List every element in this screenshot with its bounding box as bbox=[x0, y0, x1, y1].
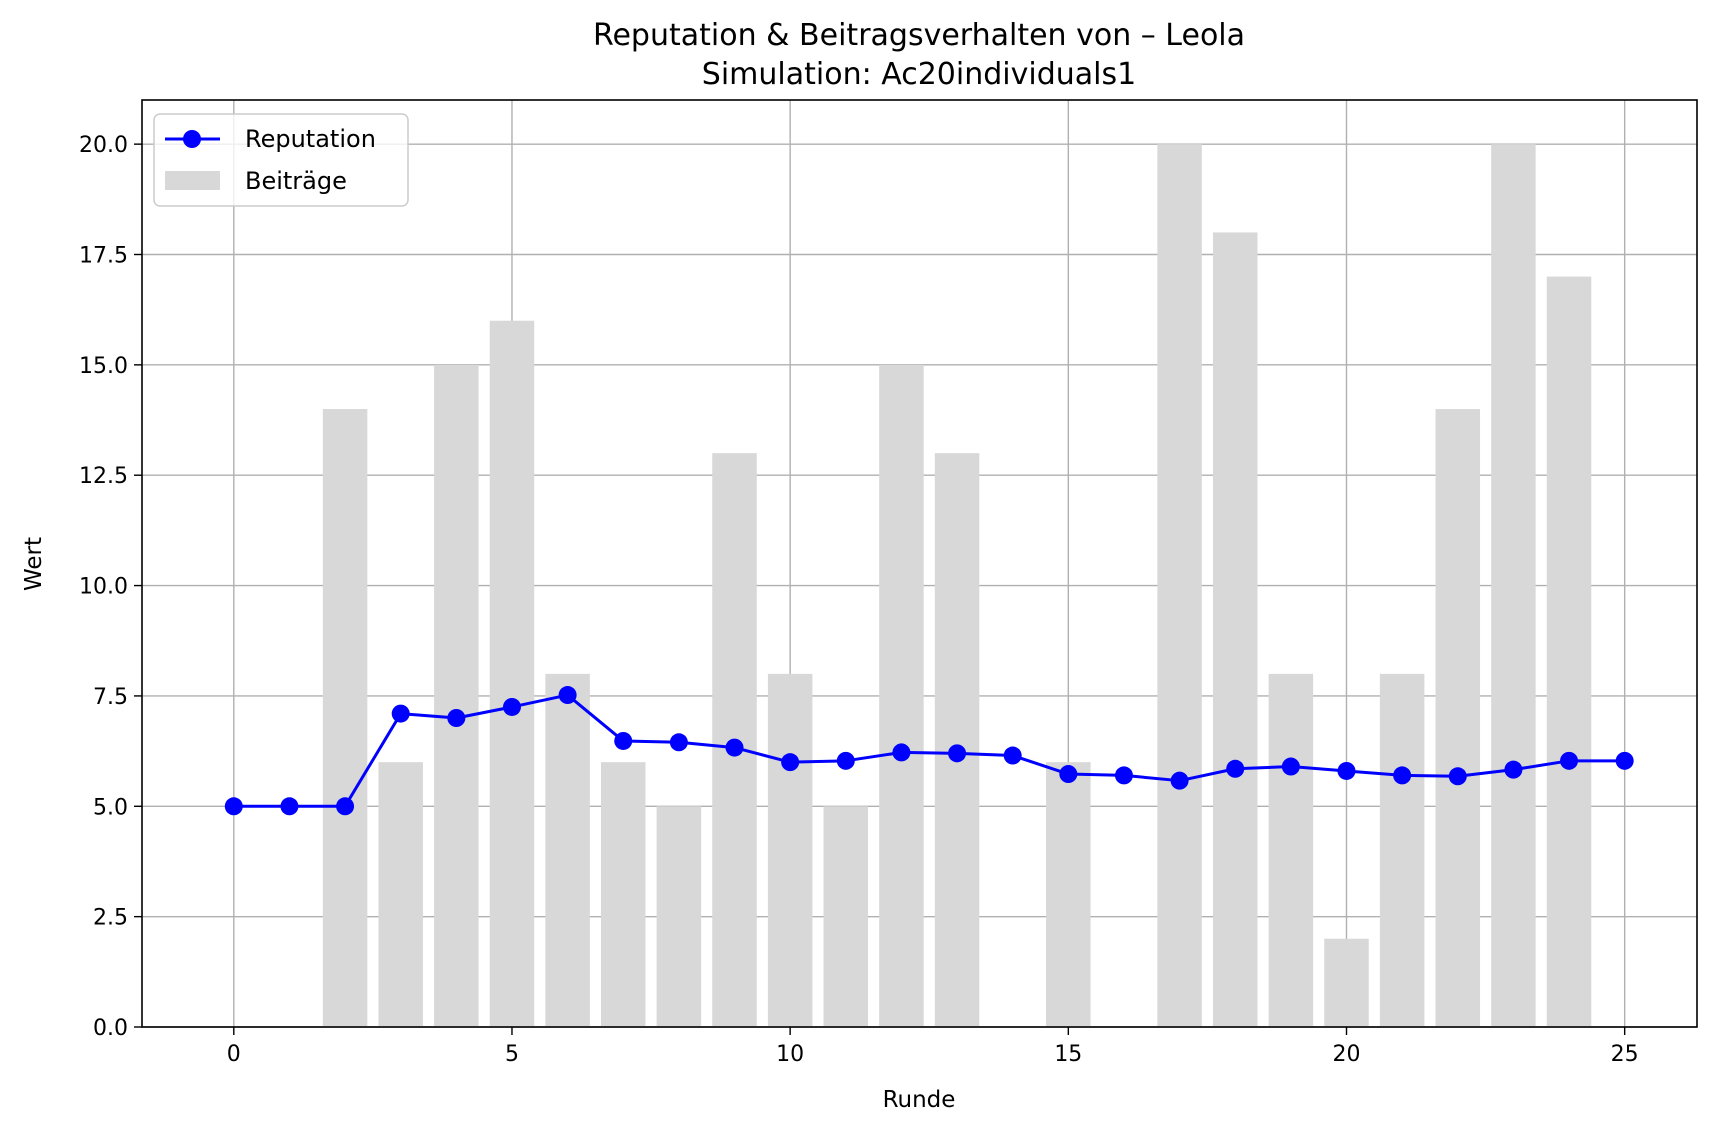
x-tick-label: 5 bbox=[505, 1042, 519, 1067]
reputation-point bbox=[892, 743, 911, 762]
y-tick-label: 20.0 bbox=[79, 133, 128, 158]
bar bbox=[545, 673, 590, 1027]
x-tick-label: 0 bbox=[227, 1042, 241, 1067]
x-tick-label: 10 bbox=[776, 1042, 804, 1067]
bar bbox=[1379, 673, 1425, 1027]
legend-label-beitraege: Beiträge bbox=[245, 167, 347, 195]
reputation-point bbox=[280, 797, 299, 816]
bar-series-beitraege bbox=[322, 144, 1592, 1028]
y-axis-label: Wert bbox=[21, 537, 47, 591]
reputation-point bbox=[502, 697, 521, 716]
reputation-point bbox=[1560, 751, 1579, 770]
reputation-point bbox=[1170, 771, 1189, 790]
y-tick-label: 5.0 bbox=[93, 795, 128, 820]
reputation-point bbox=[447, 709, 466, 727]
x-axis-label: Runde bbox=[883, 1087, 956, 1113]
bar bbox=[1157, 144, 1202, 1028]
bar bbox=[1046, 762, 1091, 1027]
x-tick-label: 15 bbox=[1054, 1042, 1082, 1067]
reputation-point bbox=[224, 797, 243, 816]
bar bbox=[879, 364, 924, 1027]
reputation-point bbox=[1504, 760, 1523, 779]
bar bbox=[600, 762, 646, 1027]
reputation-point bbox=[1393, 766, 1412, 785]
bar bbox=[1212, 232, 1258, 1027]
chart-title: Reputation & Beitragsverhalten von – Leo… bbox=[593, 18, 1245, 53]
axis-ticks: 0 5 10 15 20 25 0.0 2.5 5.0 7.5 10.0 12.5 15.0 17.5 20… bbox=[79, 133, 1639, 1067]
bar bbox=[767, 673, 813, 1027]
reputation-point bbox=[1059, 765, 1078, 784]
y-tick-label: 0.0 bbox=[93, 1016, 128, 1041]
reputation-point bbox=[1003, 746, 1022, 765]
bar bbox=[1491, 144, 1536, 1028]
reputation-point bbox=[1281, 757, 1300, 776]
x-tick-label: 20 bbox=[1332, 1042, 1360, 1067]
bar bbox=[1324, 938, 1369, 1027]
bar bbox=[489, 320, 535, 1027]
y-tick-label: 7.5 bbox=[93, 685, 128, 710]
y-tick-label: 10.0 bbox=[79, 575, 128, 600]
reputation-point bbox=[1114, 766, 1133, 785]
bar bbox=[1268, 673, 1314, 1027]
reputation-point bbox=[725, 738, 744, 757]
reputation-point bbox=[781, 753, 800, 772]
legend-label-reputation: Reputation bbox=[245, 125, 376, 153]
x-tick-label: 25 bbox=[1611, 1042, 1639, 1067]
bar bbox=[1546, 276, 1592, 1028]
reputation-point bbox=[1337, 761, 1356, 780]
legend-bar-swatch bbox=[165, 171, 220, 190]
bar bbox=[1435, 409, 1481, 1027]
bar bbox=[434, 364, 479, 1027]
bar bbox=[322, 409, 368, 1027]
reputation-line bbox=[233, 693, 1625, 808]
reputation-point bbox=[391, 704, 410, 723]
reputation-point bbox=[614, 731, 633, 750]
plot-area-frame bbox=[141, 99, 1698, 1028]
reputation-point bbox=[669, 733, 688, 752]
reputation-point bbox=[1448, 767, 1467, 786]
legend-marker-swatch bbox=[183, 130, 201, 148]
bar bbox=[378, 762, 423, 1027]
y-tick-label: 15.0 bbox=[79, 354, 128, 379]
y-tick-label: 17.5 bbox=[79, 244, 128, 269]
bar bbox=[656, 806, 702, 1027]
bar bbox=[934, 453, 980, 1028]
reputation-point bbox=[1226, 759, 1245, 778]
reputation-point bbox=[948, 744, 967, 763]
chart-subtitle: Simulation: Ac20individuals1 bbox=[702, 57, 1136, 92]
line-series-reputation bbox=[224, 686, 1634, 816]
reputation-point bbox=[558, 686, 577, 705]
y-tick-label: 12.5 bbox=[79, 464, 128, 489]
legend: Reputation Beiträge bbox=[153, 113, 409, 207]
reputation-point bbox=[836, 751, 855, 770]
reputation-point bbox=[336, 797, 355, 816]
bar bbox=[823, 806, 869, 1027]
reputation-point bbox=[1615, 751, 1634, 770]
y-tick-label: 2.5 bbox=[93, 906, 128, 931]
